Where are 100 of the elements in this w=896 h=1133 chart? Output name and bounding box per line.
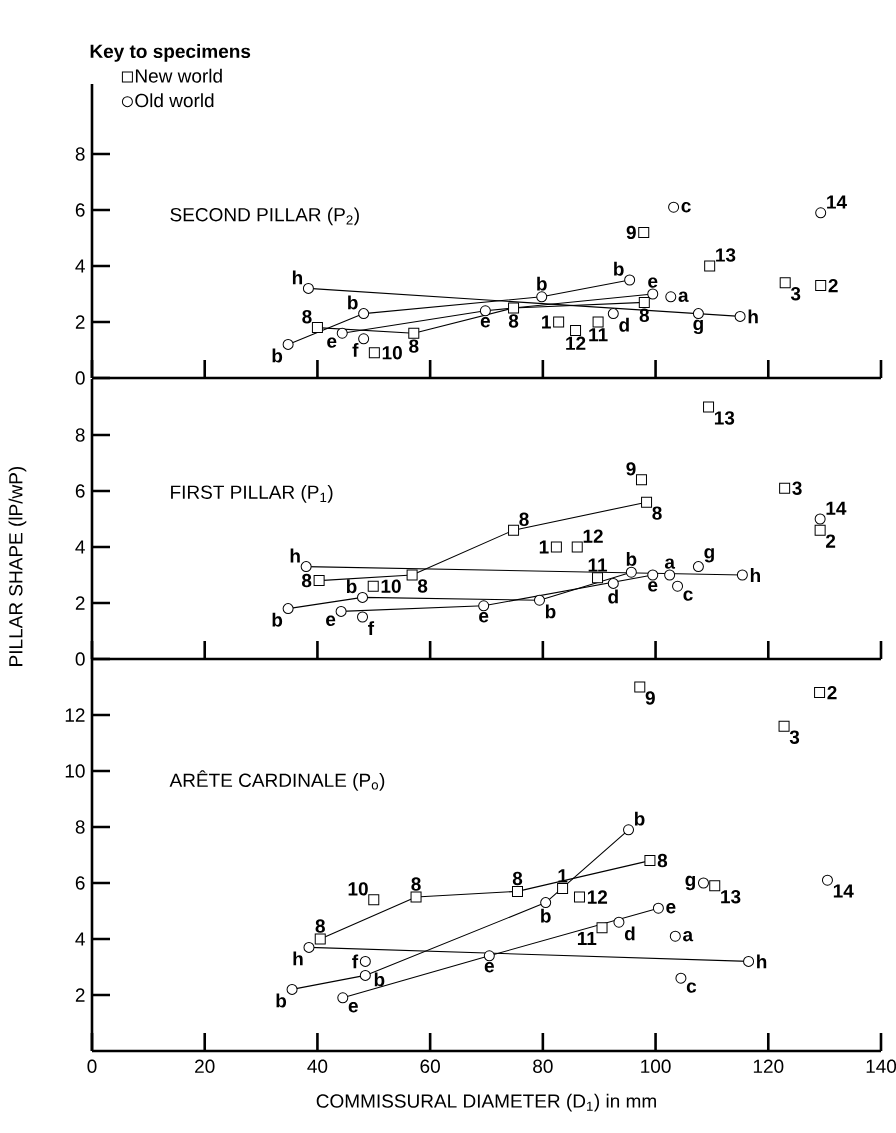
- legend-label: New world: [135, 68, 222, 83]
- annotation: 8: [417, 579, 428, 593]
- annotation: 13: [716, 248, 736, 262]
- annotation: e: [479, 611, 489, 623]
- annotation: b: [626, 552, 637, 566]
- y-tick-label: 4: [75, 259, 85, 273]
- y-tick-label: 2: [75, 596, 85, 610]
- annotation: 8: [409, 339, 419, 353]
- annotation: 8: [508, 314, 519, 328]
- annotation: 8: [301, 573, 312, 588]
- annotation: 3: [789, 730, 800, 744]
- annotation: 12: [583, 529, 603, 543]
- y-tick-label: 6: [75, 203, 85, 217]
- annotation: g: [685, 875, 695, 891]
- annotation: 1: [542, 315, 551, 329]
- x-tick-label: 20: [195, 1059, 215, 1073]
- annotation: f: [352, 342, 359, 357]
- x-tick-label: 40: [307, 1059, 328, 1073]
- annotation: f: [368, 621, 375, 635]
- y-tick-label: 0: [75, 652, 85, 666]
- annotation: 8: [411, 877, 421, 891]
- text: ARÊTE CARDINALE (P$_{o}$): [169, 770, 385, 791]
- y-tick-label: 6: [75, 484, 85, 498]
- annotation: b: [537, 276, 547, 291]
- annotation: b: [541, 908, 551, 923]
- annotation: g: [704, 548, 714, 563]
- x-tick-label: 0: [87, 1059, 97, 1073]
- annotation: b: [346, 579, 357, 594]
- text: FIRST PILLAR (P$_{1}$): [171, 484, 333, 503]
- annotation: 8: [315, 919, 325, 933]
- annotation: 2: [827, 685, 837, 700]
- y-tick-label: 8: [75, 820, 85, 834]
- annotation: 9: [626, 462, 636, 476]
- annotation: 11: [577, 932, 597, 946]
- annotation: b: [276, 993, 287, 1008]
- annotation: g: [693, 319, 703, 335]
- x-axis-title: COMMISSURAL DIAMETER (D$_{1}$) in mm: [316, 1093, 656, 1112]
- x-tick-label: 140: [866, 1059, 896, 1073]
- annotation: e: [348, 1001, 358, 1013]
- annotation: 2: [825, 534, 836, 548]
- x-tick-label: 60: [420, 1059, 440, 1073]
- annotation: e: [648, 581, 658, 592]
- y-tick-label: 4: [75, 540, 85, 554]
- annotation: a: [664, 558, 676, 569]
- annotation: 3: [790, 286, 801, 301]
- annotation: 10: [348, 882, 368, 896]
- annotation: e: [327, 337, 337, 348]
- y-tick-label: 8: [75, 147, 85, 161]
- annotation: a: [683, 930, 694, 942]
- y-tick-label: 8: [75, 428, 85, 442]
- annotation: 8: [519, 512, 529, 526]
- legend-title: Key to specimens: [90, 44, 251, 62]
- annotation: 13: [721, 889, 741, 904]
- annotation: 11: [588, 558, 608, 572]
- annotation: 8: [657, 853, 668, 868]
- annotation: 9: [645, 691, 655, 705]
- annotation: 8: [639, 308, 649, 323]
- x-tick-label: 80: [533, 1059, 553, 1073]
- y-tick-label: 12: [65, 708, 85, 722]
- y-tick-label: 2: [75, 988, 85, 1002]
- annotation: 14: [826, 501, 847, 515]
- annotation: c: [681, 201, 691, 213]
- annotation: e: [666, 902, 676, 914]
- annotation: b: [634, 811, 645, 826]
- annotation: 8: [652, 506, 662, 520]
- x-tick-label: 100: [641, 1059, 671, 1073]
- y-tick-label: 2: [75, 315, 85, 329]
- annotation: e: [648, 277, 658, 288]
- annotation: 11: [589, 328, 608, 342]
- annotation: b: [272, 612, 283, 627]
- y-tick-label: 6: [75, 876, 85, 890]
- annotation: b: [374, 972, 385, 987]
- annotation: e: [326, 615, 336, 627]
- text: SECOND PILLAR (P$_{2}$): [170, 207, 359, 226]
- annotation: 8: [512, 871, 523, 886]
- x-tick-label: 120: [753, 1059, 784, 1073]
- annotation: d: [624, 926, 635, 941]
- annotation: h: [290, 548, 300, 563]
- annotation: e: [480, 316, 490, 328]
- y-axis-title: PILLAR SHAPE (lP/wP): [8, 466, 27, 666]
- y-tick-label: 4: [75, 932, 85, 946]
- annotation: 2: [828, 278, 838, 293]
- annotation: h: [750, 568, 760, 582]
- annotation: h: [757, 954, 767, 969]
- annotation: 14: [827, 195, 847, 209]
- annotation: 1: [539, 540, 549, 554]
- annotation: 10: [381, 579, 401, 593]
- annotation: f: [352, 954, 359, 969]
- annotation: a: [678, 291, 689, 302]
- annotation: 8: [302, 309, 312, 324]
- annotation: e: [484, 961, 494, 973]
- annotation: c: [683, 590, 693, 601]
- annotation: b: [272, 348, 283, 363]
- annotation: 9: [626, 225, 636, 240]
- annotation: b: [545, 604, 556, 619]
- annotation: c: [686, 982, 697, 993]
- annotation: 13: [714, 411, 735, 425]
- legend-label: Old world: [135, 93, 214, 108]
- annotation: h: [293, 951, 303, 966]
- y-tick-label: 10: [65, 764, 85, 778]
